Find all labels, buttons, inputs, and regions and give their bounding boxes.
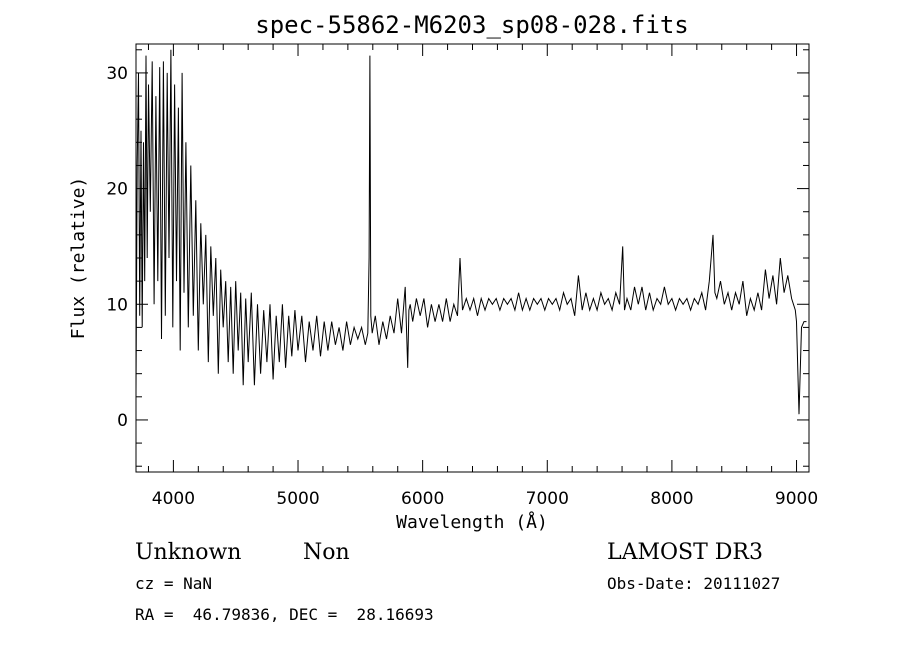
x-tick-label: 6000 <box>401 489 444 509</box>
object-subclass-label: Non <box>303 540 350 565</box>
y-tick-label: 0 <box>117 411 128 431</box>
y-axis-ticks <box>136 49 809 467</box>
x-tick-label: 9000 <box>775 489 818 509</box>
x-tick-label: 8000 <box>650 489 693 509</box>
survey-label: LAMOST DR3 <box>607 540 763 565</box>
y-tick-labels: 0 10 20 30 <box>106 64 128 431</box>
x-axis-label: Wavelength (Å) <box>396 511 548 533</box>
obs-date-label: Obs-Date: 20111027 <box>607 574 780 593</box>
x-axis-ticks <box>147 44 798 472</box>
x-tick-label: 5000 <box>276 489 319 509</box>
chart-title: spec-55862-M6203_sp08-028.fits <box>255 11 688 39</box>
y-tick-label: 10 <box>106 295 128 315</box>
spectrum-line <box>135 49 807 415</box>
y-tick-label: 20 <box>106 180 128 200</box>
x-tick-label: 7000 <box>526 489 569 509</box>
x-tick-labels: 4000 5000 6000 7000 8000 9000 <box>152 489 818 509</box>
y-axis-label: Flux (relative) <box>68 177 89 340</box>
redshift-label: cz = NaN <box>135 574 212 593</box>
y-tick-label: 30 <box>106 64 128 84</box>
plot-frame <box>135 43 810 473</box>
coordinates-label: RA = 46.79836, DEC = 28.16693 <box>135 605 434 624</box>
object-class-label: Unknown <box>135 540 241 565</box>
x-tick-label: 4000 <box>152 489 195 509</box>
